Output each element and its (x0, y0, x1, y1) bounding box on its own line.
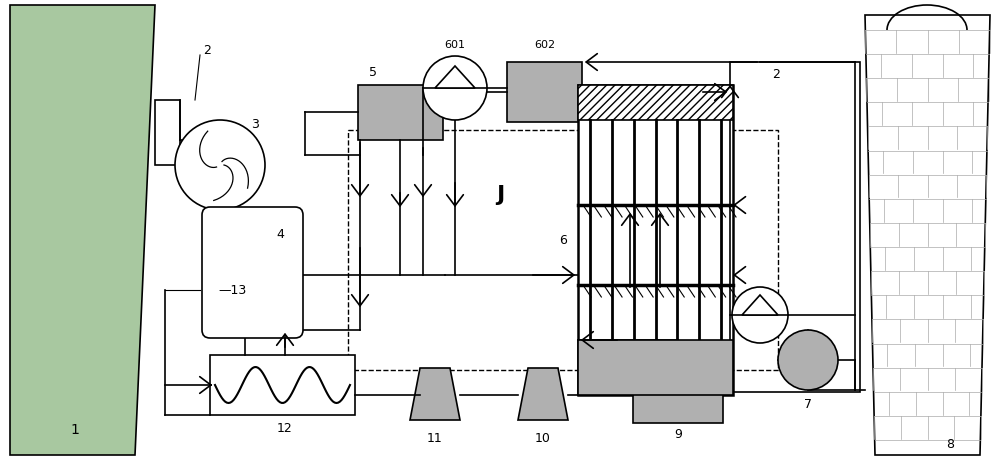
Text: 8: 8 (946, 439, 954, 452)
Polygon shape (10, 5, 155, 455)
Text: 9: 9 (674, 429, 682, 441)
Bar (358, 85, 443, 140)
Polygon shape (518, 368, 568, 420)
Bar (578, 340, 733, 395)
Text: 12: 12 (277, 422, 293, 434)
Text: 4: 4 (276, 228, 284, 241)
Bar (210, 355, 355, 415)
Polygon shape (435, 66, 475, 88)
Bar (578, 85, 733, 120)
Text: 5: 5 (369, 67, 377, 80)
Text: 601: 601 (444, 40, 466, 50)
Bar (730, 62, 860, 392)
Text: 11: 11 (427, 432, 443, 445)
Circle shape (778, 330, 838, 390)
Circle shape (175, 120, 265, 210)
Text: 3: 3 (251, 118, 259, 131)
Circle shape (423, 56, 487, 120)
Text: 10: 10 (535, 432, 551, 445)
Text: 602: 602 (534, 40, 556, 50)
Bar (348, 130, 778, 370)
Text: 7: 7 (804, 398, 812, 411)
Bar (578, 85, 733, 395)
Text: 6: 6 (559, 233, 567, 247)
Polygon shape (742, 295, 778, 315)
Circle shape (732, 287, 788, 343)
Polygon shape (410, 368, 460, 420)
Text: 1: 1 (71, 423, 79, 437)
Text: 2: 2 (772, 69, 780, 82)
Bar (633, 368, 723, 423)
Text: J: J (496, 185, 504, 205)
Text: 2: 2 (203, 43, 211, 56)
Bar (155, 100, 180, 165)
Bar (507, 62, 582, 122)
Text: —13: —13 (218, 283, 246, 296)
FancyBboxPatch shape (202, 207, 303, 338)
Polygon shape (865, 15, 990, 455)
